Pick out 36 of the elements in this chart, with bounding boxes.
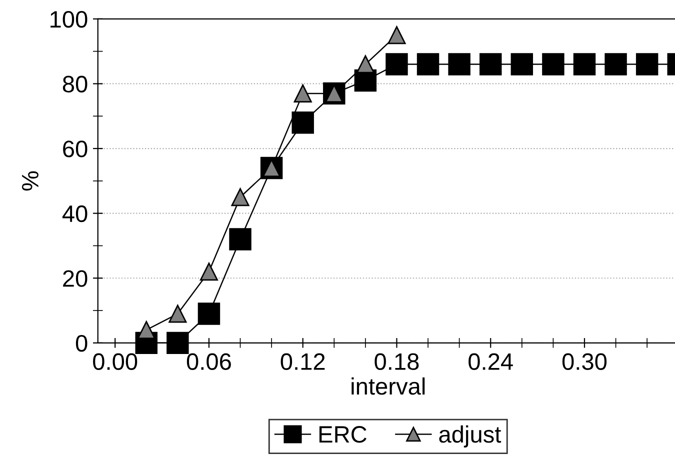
x-tick-label: 0.12 (280, 353, 325, 370)
point (386, 53, 408, 76)
point (137, 320, 156, 339)
legend-label: ERC (319, 426, 366, 443)
x-tick-label: 0.00 (93, 353, 138, 370)
point (198, 302, 220, 325)
point (229, 228, 252, 250)
point (356, 55, 374, 74)
point (573, 53, 596, 76)
y-tick-label: 100 (50, 10, 88, 28)
x-tick-label: 0.24 (468, 353, 513, 370)
point (636, 53, 658, 76)
point (448, 53, 470, 76)
y-tick-label: 20 (63, 270, 88, 287)
point (510, 53, 534, 76)
point (480, 53, 502, 76)
point (292, 111, 314, 134)
point (166, 332, 189, 354)
point (168, 304, 187, 323)
point (200, 262, 218, 281)
point (416, 53, 440, 76)
y-axis-title: % (22, 171, 38, 191)
point (294, 84, 312, 102)
legend-label: adjust (439, 425, 502, 448)
point (388, 26, 406, 44)
point (231, 188, 250, 206)
x-axis-title: interval (352, 377, 425, 395)
y-tick-label: 60 (63, 140, 88, 158)
x-tick-label: 0.18 (374, 353, 419, 370)
y-tick-label: 80 (62, 76, 88, 93)
point (542, 53, 564, 76)
x-tick-label: 0.30 (562, 353, 607, 370)
y-tick-label: 0 (76, 334, 88, 352)
point (604, 53, 627, 76)
x-tick-label: 0.06 (186, 353, 231, 370)
y-tick-label: 40 (62, 205, 88, 222)
